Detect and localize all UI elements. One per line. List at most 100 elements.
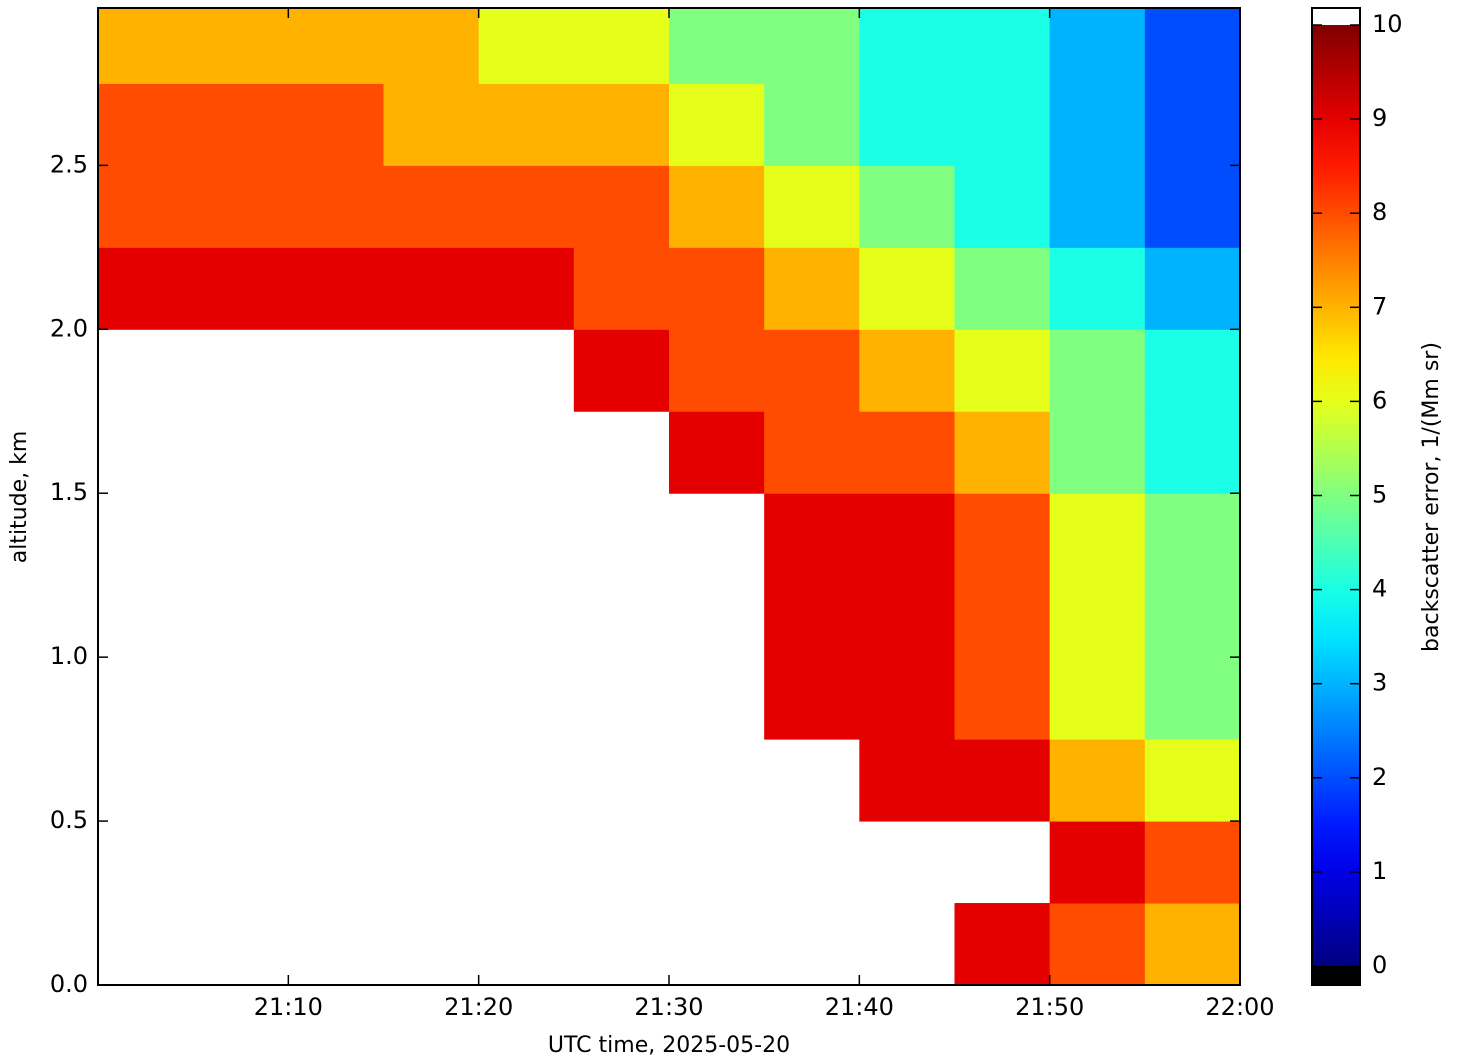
x-tick-label: 21:20	[444, 993, 513, 1021]
x-tick-label: 21:30	[634, 993, 703, 1021]
heatmap-cell	[954, 657, 1051, 740]
heatmap-cell	[859, 657, 955, 740]
heatmap	[98, 8, 1240, 985]
x-axis-title: UTC time, 2025-05-20	[548, 1033, 790, 1058]
heatmap-cell	[1144, 8, 1240, 84]
colorbar-tick-label: 7	[1372, 292, 1387, 320]
heatmap-cell	[954, 8, 1051, 84]
heatmap-cell	[1144, 411, 1240, 494]
y-axis-title: altitude, km	[7, 431, 32, 564]
heatmap-cell	[1144, 165, 1240, 248]
heatmap-cell	[1144, 247, 1240, 330]
heatmap-cell	[383, 247, 480, 330]
heatmap-cell	[288, 83, 384, 166]
heatmap-cell	[954, 739, 1051, 822]
heatmap-cell	[288, 165, 384, 248]
heatmap-cell	[288, 8, 384, 84]
y-tick-label: 2.0	[50, 314, 88, 342]
colorbar-over	[1312, 8, 1360, 25]
heatmap-cell	[954, 83, 1051, 166]
heatmap-cell	[98, 8, 194, 84]
heatmap-cell	[669, 411, 765, 494]
colorbar-tick-label: 9	[1372, 104, 1387, 132]
x-tick-label: 22:00	[1205, 993, 1274, 1021]
heatmap-cell	[954, 165, 1051, 248]
heatmap-cell	[764, 165, 860, 248]
heatmap-cell	[383, 8, 480, 84]
heatmap-cell	[478, 247, 575, 330]
heatmap-cell	[1049, 83, 1146, 166]
heatmap-cell	[1144, 575, 1240, 658]
heatmap-cell	[1049, 575, 1146, 658]
y-tick-label: 2.5	[50, 150, 88, 178]
heatmap-cell	[1049, 493, 1146, 576]
heatmap-cell	[669, 329, 765, 412]
x-tick-label: 21:50	[1015, 993, 1084, 1021]
heatmap-cell	[573, 329, 670, 412]
heatmap-cell	[859, 411, 955, 494]
heatmap-cell	[98, 83, 194, 166]
colorbar-tick-label: 5	[1372, 481, 1387, 509]
colorbar-tick-label: 3	[1372, 669, 1387, 697]
colorbar-tick-label: 0	[1372, 951, 1387, 979]
heatmap-cell	[954, 903, 1051, 985]
heatmap-cell	[669, 83, 765, 166]
heatmap-cell	[98, 247, 194, 330]
heatmap-cell	[954, 329, 1051, 412]
heatmap-cell	[954, 493, 1051, 576]
heatmap-cell	[859, 575, 955, 658]
heatmap-cell	[288, 247, 384, 330]
heatmap-cell	[669, 8, 765, 84]
colorbar-frame	[1311, 7, 1361, 986]
heatmap-cell	[98, 165, 194, 248]
heatmap-cell	[1144, 329, 1240, 412]
heatmap-cell	[383, 83, 480, 166]
heatmap-cell	[1144, 821, 1240, 904]
heatmap-cell	[859, 329, 955, 412]
heatmap-cell	[764, 575, 860, 658]
heatmap-cell	[764, 411, 860, 494]
heatmap-cell	[478, 165, 575, 248]
colorbar-tick-label: 1	[1372, 857, 1387, 885]
heatmap-cell	[193, 8, 289, 84]
heatmap-cell	[954, 575, 1051, 658]
heatmap-cell	[1049, 739, 1146, 822]
heatmap-cell	[1144, 493, 1240, 576]
heatmap-cell	[1049, 821, 1146, 904]
heatmap-cell	[383, 165, 480, 248]
heatmap-cell	[954, 247, 1051, 330]
heatmap-cell	[1144, 83, 1240, 166]
heatmap-cell	[859, 739, 955, 822]
heatmap-cell	[764, 493, 860, 576]
colorbar-tick-label: 4	[1372, 575, 1387, 603]
heatmap-cell	[193, 165, 289, 248]
heatmap-cell	[1049, 411, 1146, 494]
heatmap-cell	[764, 329, 860, 412]
colorbar-title: backscatter error, 1/(Mm sr)	[1419, 342, 1444, 652]
x-tick-label: 21:10	[254, 993, 323, 1021]
heatmap-cell	[573, 247, 670, 330]
heatmap-cell	[1049, 165, 1146, 248]
heatmap-cell	[1144, 903, 1240, 985]
heatmap-cell	[859, 8, 955, 84]
colorbar-tick-label: 8	[1372, 198, 1387, 226]
heatmap-cell	[859, 247, 955, 330]
heatmap-cell	[954, 411, 1051, 494]
y-tick-label: 1.0	[50, 642, 88, 670]
heatmap-cell	[193, 83, 289, 166]
y-tick-label: 0.5	[50, 806, 88, 834]
heatmap-cell	[478, 8, 575, 84]
heatmap-cell	[764, 657, 860, 740]
heatmap-cell	[1049, 8, 1146, 84]
colorbar-under	[1312, 966, 1360, 985]
heatmap-cell	[764, 8, 860, 84]
heatmap-cell	[669, 247, 765, 330]
y-tick-label: 1.5	[50, 478, 88, 506]
heatmap-cell	[1144, 739, 1240, 822]
heatmap-cell	[1049, 329, 1146, 412]
x-tick-label: 21:40	[825, 993, 894, 1021]
heatmap-cell	[669, 165, 765, 248]
heatmap-cell	[859, 493, 955, 576]
colorbar-tick-label: 6	[1372, 386, 1387, 414]
